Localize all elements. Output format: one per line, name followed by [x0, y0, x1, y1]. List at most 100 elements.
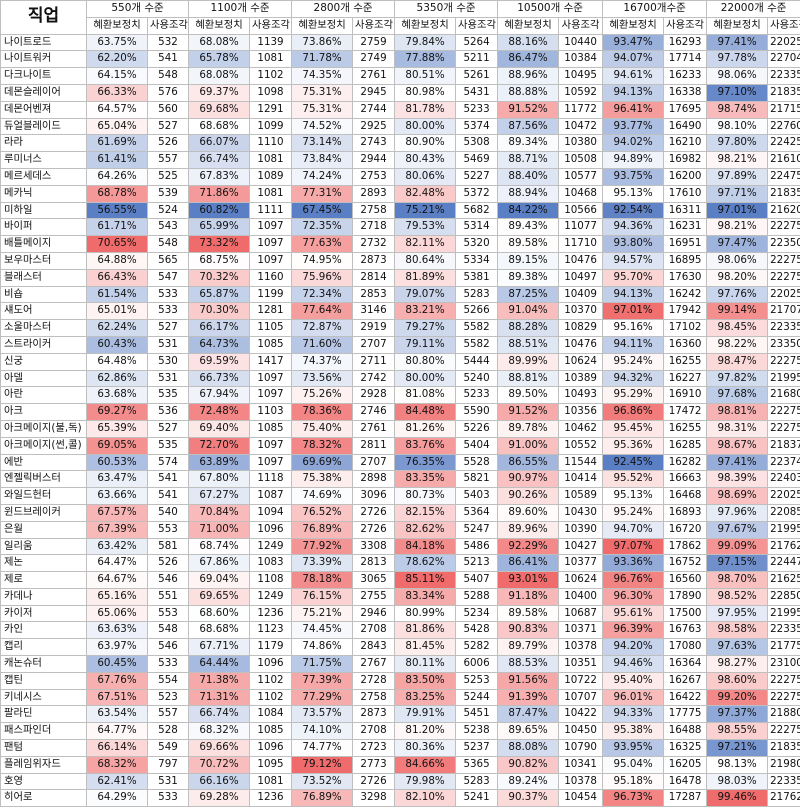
used-pieces-cell: 22447: [768, 555, 800, 572]
correction-value-cell: 95.40%: [603, 672, 664, 689]
used-pieces-cell: 1236: [250, 790, 292, 807]
correction-value-cell: 98.47%: [707, 353, 768, 370]
job-name-cell: 패스파인더: [1, 723, 87, 740]
used-pieces-cell: 16364: [664, 656, 707, 673]
correction-value-cell: 65.99%: [189, 219, 250, 236]
used-pieces-cell: 21680: [768, 387, 800, 404]
correction-value-cell: 72.48%: [189, 404, 250, 421]
correction-value-cell: 60.82%: [189, 202, 250, 219]
used-pieces-cell: 10790: [559, 740, 603, 757]
correction-value-cell: 98.55%: [707, 723, 768, 740]
used-pieces-cell: 1096: [250, 521, 292, 538]
used-pieces-cell: 560: [148, 101, 189, 118]
used-pieces-cell: 5372: [456, 185, 498, 202]
correction-value-cell: 80.90%: [395, 135, 456, 152]
used-pieces-cell: 5334: [456, 252, 498, 269]
used-pieces-cell: 22374: [768, 454, 800, 471]
used-pieces-cell: 1081: [250, 51, 292, 68]
used-pieces-cell: 10380: [559, 135, 603, 152]
used-pieces-cell: 10389: [559, 370, 603, 387]
correction-value-cell: 65.16%: [87, 588, 148, 605]
used-pieces-cell: 11077: [559, 219, 603, 236]
correction-value-cell: 93.36%: [603, 555, 664, 572]
used-pieces-cell: 17472: [664, 404, 707, 421]
correction-value-cell: 88.16%: [498, 34, 559, 51]
correction-value-cell: 62.24%: [87, 320, 148, 337]
used-pieces-cell: 523: [148, 689, 189, 706]
correction-value-cell: 93.47%: [603, 34, 664, 51]
correction-value-cell: 63.68%: [87, 387, 148, 404]
correction-value-cell: 74.52%: [292, 118, 353, 135]
job-column-header: 직업: [1, 1, 87, 35]
used-pieces-cell: 5253: [456, 672, 498, 689]
correction-value-cell: 71.86%: [189, 185, 250, 202]
used-pieces-cell: 540: [148, 504, 189, 521]
used-pieces-cell: 5288: [456, 588, 498, 605]
used-pieces-cell: 21775: [768, 639, 800, 656]
correction-value-cell: 68.78%: [87, 185, 148, 202]
used-pieces-cell: 17610: [664, 185, 707, 202]
correction-value-cell: 97.96%: [707, 504, 768, 521]
used-pieces-header: 사용조각: [456, 17, 498, 34]
used-pieces-cell: 5213: [456, 555, 498, 572]
used-pieces-cell: 2711: [353, 353, 395, 370]
used-pieces-cell: 10351: [559, 656, 603, 673]
used-pieces-cell: 2742: [353, 370, 395, 387]
used-pieces-cell: 16293: [664, 34, 707, 51]
used-pieces-cell: 10409: [559, 286, 603, 303]
job-name-cell: 에반: [1, 454, 87, 471]
used-pieces-cell: 1108: [250, 572, 292, 589]
correction-value-cell: 71.00%: [189, 521, 250, 538]
used-pieces-cell: 21715: [768, 101, 800, 118]
used-pieces-cell: 10476: [559, 252, 603, 269]
correction-value-cell: 60.45%: [87, 656, 148, 673]
correction-value-cell: 80.64%: [395, 252, 456, 269]
job-name-cell: 키네시스: [1, 689, 87, 706]
used-pieces-cell: 574: [148, 454, 189, 471]
job-name-cell: 비숍: [1, 286, 87, 303]
correction-value-cell: 67.71%: [189, 639, 250, 656]
correction-value-cell: 64.77%: [87, 723, 148, 740]
correction-value-cell: 89.38%: [498, 269, 559, 286]
correction-value-cell: 71.38%: [189, 672, 250, 689]
used-pieces-cell: 5226: [456, 420, 498, 437]
job-name-cell: 듀얼블레이드: [1, 118, 87, 135]
correction-value-cell: 98.39%: [707, 471, 768, 488]
correction-value-cell: 63.89%: [189, 454, 250, 471]
correction-value-cell: 99.20%: [707, 689, 768, 706]
correction-value-cell: 82.62%: [395, 521, 456, 538]
used-pieces-cell: 531: [148, 370, 189, 387]
job-name-cell: 아델: [1, 370, 87, 387]
correction-value-cell: 99.14%: [707, 303, 768, 320]
correction-value-cell: 95.24%: [603, 504, 664, 521]
correction-value-cell: 61.69%: [87, 135, 148, 152]
correction-value-cell: 75.96%: [292, 269, 353, 286]
used-pieces-cell: 1097: [250, 219, 292, 236]
used-pieces-cell: 2718: [353, 219, 395, 236]
used-pieces-cell: 16338: [664, 84, 707, 101]
used-pieces-cell: 17890: [664, 588, 707, 605]
used-pieces-cell: 21835: [768, 185, 800, 202]
job-name-cell: 와일드헌터: [1, 488, 87, 505]
correction-value-cell: 81.89%: [395, 269, 456, 286]
used-pieces-cell: 1102: [250, 68, 292, 85]
used-pieces-cell: 533: [148, 656, 189, 673]
correction-value-cell: 82.15%: [395, 504, 456, 521]
correction-value-cell: 63.97%: [87, 639, 148, 656]
used-pieces-cell: 16893: [664, 504, 707, 521]
used-pieces-cell: 546: [148, 639, 189, 656]
used-pieces-cell: 1094: [250, 504, 292, 521]
correction-value-cell: 65.04%: [87, 118, 148, 135]
used-pieces-cell: 5381: [456, 269, 498, 286]
correction-value-cell: 91.52%: [498, 404, 559, 421]
correction-value-cell: 89.15%: [498, 252, 559, 269]
job-name-cell: 블래스터: [1, 269, 87, 286]
correction-value-cell: 75.40%: [292, 420, 353, 437]
used-pieces-cell: 21620: [768, 202, 800, 219]
correction-value-cell: 78.36%: [292, 404, 353, 421]
used-pieces-cell: 16255: [664, 353, 707, 370]
